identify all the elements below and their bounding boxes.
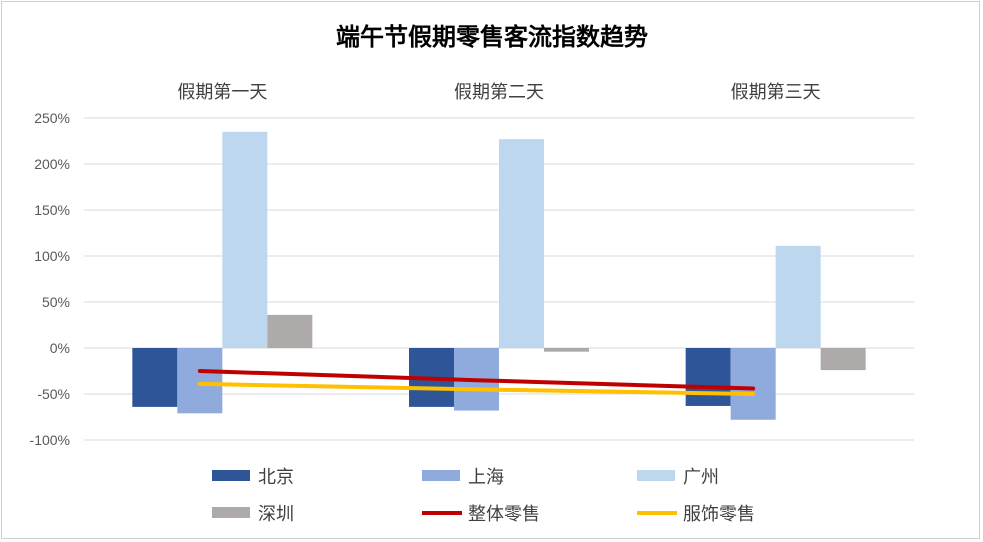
y-tick-label: 50% bbox=[42, 294, 70, 310]
bar-深圳 bbox=[267, 314, 313, 348]
legend-label: 北京 bbox=[258, 467, 294, 488]
legend-swatch-广州 bbox=[637, 470, 675, 481]
y-tick-label: 150% bbox=[34, 202, 70, 218]
y-tick-label: -100% bbox=[30, 432, 70, 448]
category-label: 假期第三天 bbox=[731, 82, 821, 103]
legend-swatch-深圳 bbox=[212, 507, 250, 518]
legend-label: 上海 bbox=[468, 467, 504, 488]
category-labels: 假期第一天 假期第二天 假期第三天 bbox=[177, 82, 820, 103]
legend-label: 深圳 bbox=[258, 504, 294, 525]
bar-北京 bbox=[685, 348, 731, 406]
category-label: 假期第一天 bbox=[177, 82, 267, 103]
line-服饰零售 bbox=[197, 381, 756, 396]
y-tick-label: 0% bbox=[50, 340, 70, 356]
y-tick-label: 200% bbox=[34, 156, 70, 172]
bar-上海 bbox=[730, 348, 776, 420]
legend-swatch-上海 bbox=[422, 470, 460, 481]
y-tick-label: -50% bbox=[37, 386, 70, 402]
legend-label: 整体零售 bbox=[468, 504, 540, 525]
chart-title: 端午节假期零售客流指数趋势 bbox=[336, 22, 648, 51]
bar-广州 bbox=[222, 131, 268, 348]
bars bbox=[132, 131, 866, 420]
category-label: 假期第二天 bbox=[454, 82, 544, 103]
bar-深圳 bbox=[544, 348, 589, 352]
y-tick-label: 250% bbox=[34, 110, 70, 126]
legend-swatch-北京 bbox=[212, 470, 250, 481]
lines bbox=[197, 369, 756, 396]
bar-北京 bbox=[132, 348, 178, 407]
bar-上海 bbox=[177, 348, 223, 414]
y-tick-label: 100% bbox=[34, 248, 70, 264]
bar-广州 bbox=[499, 139, 544, 348]
legend-label: 广州 bbox=[683, 467, 719, 488]
bar-广州 bbox=[775, 245, 821, 348]
line-整体零售 bbox=[197, 369, 756, 391]
bar-深圳 bbox=[820, 348, 866, 371]
legend-label: 服饰零售 bbox=[683, 504, 755, 525]
y-axis-labels: 250% 200% 150% 100% 50% 0% -50% -100% bbox=[30, 110, 70, 448]
